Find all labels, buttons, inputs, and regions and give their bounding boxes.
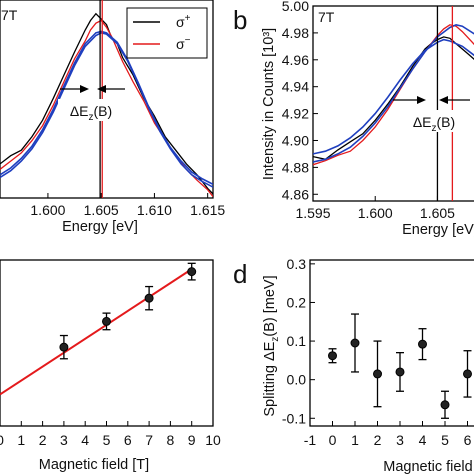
panel-a-x-axis-label: Energy [eV] xyxy=(62,219,138,235)
panel-d-plot-area xyxy=(328,313,472,419)
panel-b-field-label: 7T xyxy=(318,9,335,25)
x-tick-label: 1.595 xyxy=(295,205,330,221)
panel-d-frame xyxy=(309,259,474,427)
y-tick-label: 4.98 xyxy=(282,25,309,41)
data-point xyxy=(59,342,69,352)
data-point xyxy=(350,338,360,348)
x-tick-label: 1.605 xyxy=(84,202,119,218)
x-tick-label: 4 xyxy=(419,432,427,448)
panel-b-series-line-4 xyxy=(313,23,474,163)
x-tick-label: 6 xyxy=(124,432,132,448)
x-tick-label: 1.605 xyxy=(420,205,455,221)
x-tick-label: 2 xyxy=(39,432,47,448)
x-tick-label: 0 xyxy=(329,432,337,448)
y-tick-label: 4.86 xyxy=(282,186,309,202)
right-pointing-arrowhead-icon xyxy=(80,85,89,93)
annotation-background xyxy=(58,99,126,121)
panel-c-x-axis-label: Magnetic field [T] xyxy=(39,457,149,473)
panel-a-series-line-4 xyxy=(0,31,213,188)
panel-b-series-line-2 xyxy=(313,24,474,166)
panel-b-splitting-annotation: ΔEz(B) xyxy=(393,96,470,134)
panel-b: b 7T 1.595 1.600 1.605 4.86 4.88 4.90 4.92 4.94… xyxy=(233,0,474,238)
y-tick-label: 4.88 xyxy=(282,159,309,175)
x-tick-label: 7 xyxy=(145,432,153,448)
x-tick-label: 8 xyxy=(167,432,175,448)
right-pointing-arrowhead-icon xyxy=(417,96,426,104)
panel-b-series-line-3 xyxy=(313,38,474,155)
data-point xyxy=(463,369,472,379)
x-tick-label: 1 xyxy=(351,432,359,448)
panel-b-frame xyxy=(312,5,474,202)
panel-c-x-ticks: 0123456789 10 xyxy=(0,421,221,448)
data-point xyxy=(328,351,337,361)
x-tick-label: 1.600 xyxy=(30,202,65,218)
x-tick-label: 1.610 xyxy=(137,202,172,218)
panel-a-series-line-3 xyxy=(0,30,213,186)
legend-label-sigma-minus: σ− xyxy=(176,35,191,52)
x-tick-label: 4 xyxy=(81,432,89,448)
y-tick-label: 4.92 xyxy=(282,106,309,122)
panel-c: 0123456789 10 Magnetic field [T] xyxy=(0,259,221,473)
x-tick-label: 9 xyxy=(188,432,196,448)
panel-a-field-label: 7T xyxy=(1,7,18,23)
x-tick-label: 1.600 xyxy=(358,205,393,221)
data-point xyxy=(395,367,405,377)
panel-a-legend: σ+ σ− xyxy=(126,7,208,59)
y-tick-label: 0.2 xyxy=(287,294,307,310)
y-tick-label: 4.96 xyxy=(282,52,309,68)
panel-b-plot-area xyxy=(313,6,474,201)
panel-b-letter: b xyxy=(233,5,247,35)
left-pointing-arrowhead-icon xyxy=(97,85,106,93)
panel-b-series-line-1 xyxy=(313,36,474,160)
panel-b-delta-ez-label: ΔEz(B) xyxy=(413,114,455,134)
data-point xyxy=(144,293,154,303)
x-tick-label: 6 xyxy=(464,432,472,448)
panel-c-fit-line xyxy=(0,268,193,396)
panel-a-splitting-annotation: ΔEz(B) xyxy=(58,85,126,123)
data-point xyxy=(418,339,427,349)
data-point xyxy=(440,400,450,410)
y-tick-label: 4.90 xyxy=(282,132,309,148)
panel-b-x-axis-label: Energy [eV] xyxy=(402,222,474,238)
panel-d-letter: d xyxy=(233,259,247,289)
y-tick-label: 0.3 xyxy=(287,256,307,272)
x-tick-label: 3 xyxy=(60,432,68,448)
x-tick-label: 5 xyxy=(441,432,449,448)
panel-c-frame xyxy=(0,259,214,427)
legend-box xyxy=(126,7,208,59)
annotation-background xyxy=(398,110,470,132)
y-tick-label: 0.0 xyxy=(287,372,307,388)
data-point xyxy=(187,267,197,277)
y-tick-label: 5.00 xyxy=(282,0,309,14)
panel-a-delta-ez-label: ΔEz(B) xyxy=(70,103,112,123)
data-point xyxy=(373,369,382,379)
panel-b-series-group xyxy=(313,6,474,201)
y-tick-label: 4.94 xyxy=(282,79,309,95)
panel-a-series-line-1 xyxy=(0,12,213,195)
legend-label-sigma-plus: σ+ xyxy=(176,13,191,30)
panel-c-plot-area xyxy=(0,262,197,396)
x-tick-label: 5 xyxy=(103,432,111,448)
x-tick-label: 1 xyxy=(17,432,25,448)
panel-a-x-ticks: 1.600 1.605 1.610 1.615 xyxy=(30,193,225,218)
x-tick-label: 10 xyxy=(205,432,221,448)
x-tick-label: 0 xyxy=(0,432,4,448)
panel-d-x-axis-label: Magnetic field [ xyxy=(383,459,474,474)
panel-a: 7T 1.600 1.605 1.610 1.615 Energy [eV] σ+ σ… xyxy=(0,0,225,235)
x-tick-label: 2 xyxy=(374,432,382,448)
y-tick-label: 0.1 xyxy=(287,333,307,349)
x-tick-label: 3 xyxy=(396,432,404,448)
data-point xyxy=(102,316,111,326)
x-tick-label: -1 xyxy=(304,432,317,448)
x-tick-label: 1.615 xyxy=(190,202,225,218)
panel-b-ticks: 1.595 1.600 1.605 4.86 4.88 4.90 4.92 4.94 4.96 4… xyxy=(282,0,455,221)
panel-b-y-axis-label: Intensity in Counts [10³] xyxy=(261,28,277,180)
panel-d-y-axis-label: Splitting ΔEz(B) [meV] xyxy=(262,275,281,416)
y-tick-label: -0.1 xyxy=(282,410,306,426)
left-pointing-arrowhead-icon xyxy=(439,96,448,104)
panel-d: d -1 0 1 2 3 4 5 6 -0.1 0.0 0.1 0.2 0.3 Magnetic fie… xyxy=(233,256,474,474)
panel-d-ticks: -1 0 1 2 3 4 5 6 -0.1 0.0 0.1 0.2 0.3 xyxy=(282,256,472,448)
panel-a-frame xyxy=(0,0,214,199)
